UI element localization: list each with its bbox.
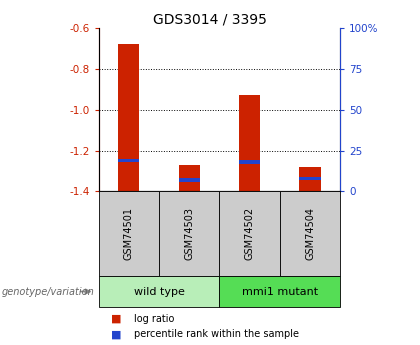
Bar <box>118 44 139 191</box>
Text: percentile rank within the sample: percentile rank within the sample <box>134 329 299 339</box>
Bar <box>239 160 260 164</box>
Text: genotype/variation: genotype/variation <box>2 287 95 296</box>
Text: GDS3014 / 3395: GDS3014 / 3395 <box>153 12 267 26</box>
Bar <box>118 159 139 162</box>
Text: mmi1 mutant: mmi1 mutant <box>242 287 318 296</box>
Text: ■: ■ <box>111 329 122 339</box>
Bar <box>178 165 200 191</box>
Bar <box>178 178 200 182</box>
Text: log ratio: log ratio <box>134 314 175 324</box>
Bar <box>299 177 320 180</box>
Text: GSM74502: GSM74502 <box>244 207 255 260</box>
Text: wild type: wild type <box>134 287 184 296</box>
Text: GSM74503: GSM74503 <box>184 207 194 260</box>
Text: ■: ■ <box>111 314 122 324</box>
Bar <box>239 95 260 191</box>
Bar <box>299 167 320 191</box>
Text: GSM74501: GSM74501 <box>124 207 134 260</box>
Text: GSM74504: GSM74504 <box>305 207 315 260</box>
